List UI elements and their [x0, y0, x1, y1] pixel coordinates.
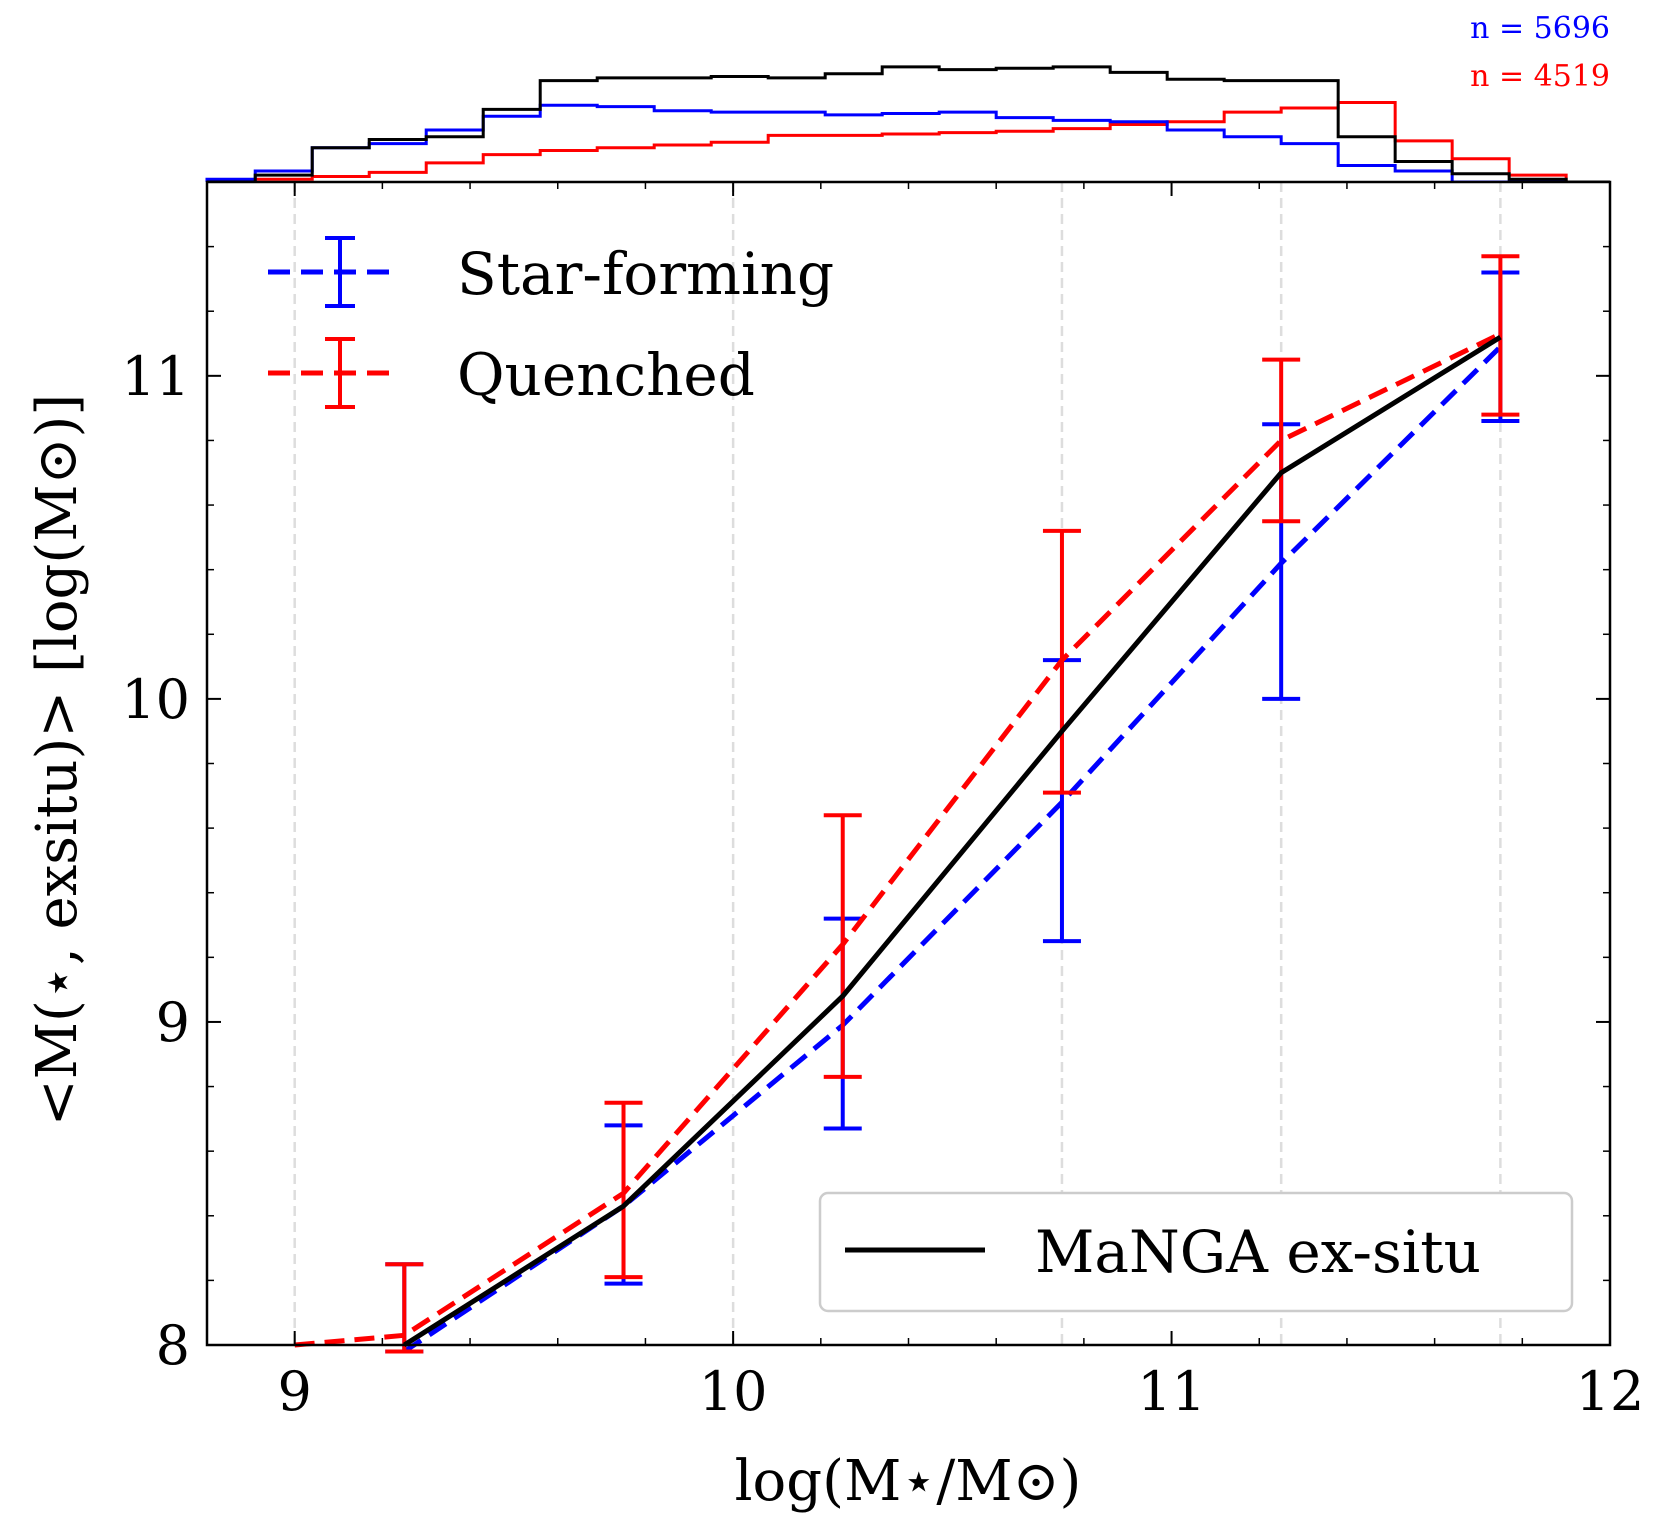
ytick-label-1: 9 [156, 991, 190, 1054]
xtick-label-0: 9 [278, 1360, 312, 1423]
plot-frame [205, 180, 1612, 1347]
legend-label-star-forming: Star-forming [457, 240, 834, 308]
legend-entry-star-forming: Star-forming [268, 236, 834, 308]
line-quenched [294, 331, 1502, 1348]
plot-area [207, 182, 1610, 1345]
hist-quenched [207, 101, 1610, 184]
series-layer [294, 254, 1520, 1354]
y-axis-label: <M(⋆, exsitu)> [log(M⊙)] [25, 394, 90, 1126]
count-quenched: n = 4519 [1470, 59, 1610, 94]
legend-lower-right: MaNGA ex-situ [818, 1191, 1574, 1313]
ticks-layer: 9 10 11 12 8 9 10 11 [121, 181, 1645, 1423]
hist-star-forming [205, 103, 1610, 184]
legend-upper-left: Star-forming Quenched [268, 236, 834, 409]
ytick-label-3: 11 [121, 345, 190, 408]
histogram-panel [205, 65, 1610, 184]
xtick-label-1: 10 [699, 1360, 768, 1423]
xtick-label-3: 12 [1576, 1360, 1645, 1423]
ytick-label-0: 8 [156, 1314, 190, 1377]
series-quenched [294, 254, 1520, 1354]
xtick-label-2: 11 [1137, 1360, 1206, 1423]
line-manga-ex-situ [402, 334, 1502, 1348]
main-plot-panel: 9 10 11 12 8 9 10 11 [121, 180, 1645, 1423]
legend-box [818, 1191, 1574, 1313]
series-manga-ex-situ [402, 334, 1502, 1348]
ytick-label-2: 10 [121, 668, 190, 731]
x-axis-label: log(M⋆/M⊙) [735, 1449, 1082, 1514]
legend-label-quenched: Quenched [457, 341, 755, 409]
count-star-forming: n = 5696 [1470, 11, 1610, 46]
legend-label-manga: MaNGA ex-situ [1035, 1218, 1481, 1286]
hist-total [207, 65, 1610, 184]
legend-entry-quenched: Quenched [268, 337, 755, 409]
